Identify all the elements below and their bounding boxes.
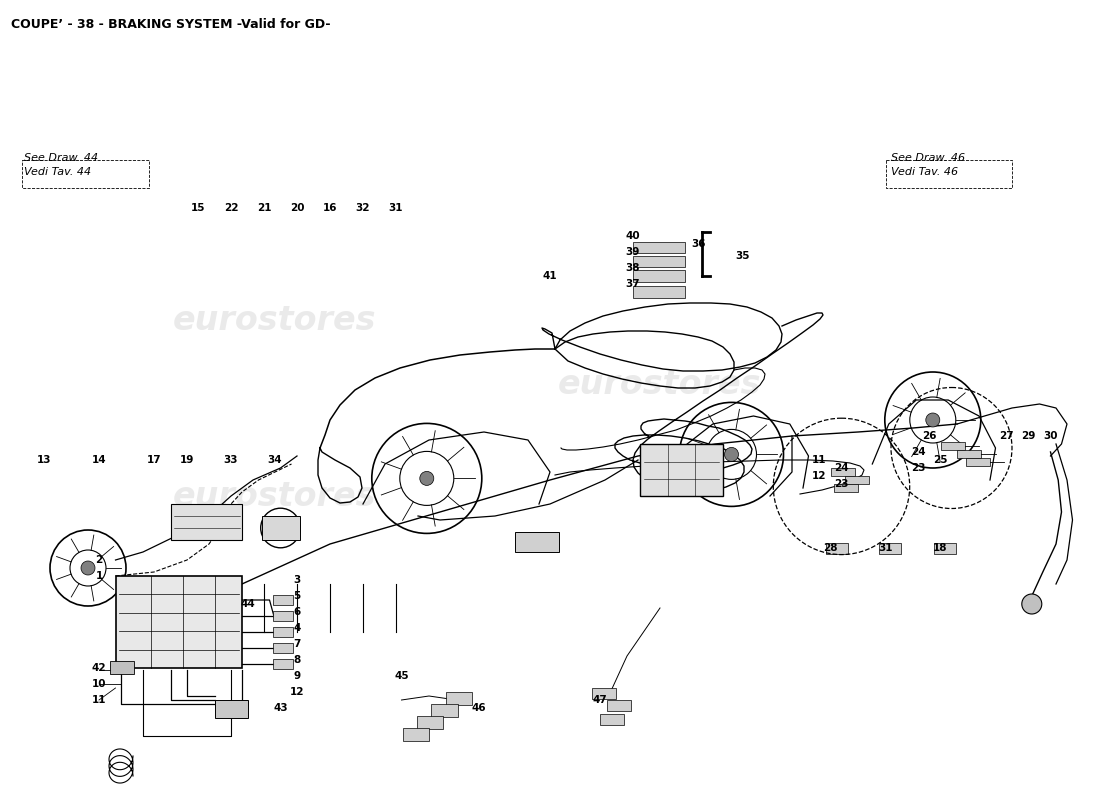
- Text: 35: 35: [735, 251, 750, 261]
- Text: 47: 47: [592, 695, 607, 705]
- Text: 39: 39: [625, 247, 640, 257]
- Bar: [403, 728, 429, 741]
- Bar: [262, 516, 300, 540]
- Text: 6: 6: [294, 607, 300, 617]
- Text: 46: 46: [471, 703, 486, 713]
- Text: COUPE’ - 38 - BRAKING SYSTEM -Valid for GD-: COUPE’ - 38 - BRAKING SYSTEM -Valid for …: [11, 18, 330, 31]
- Text: See Draw. 44: See Draw. 44: [24, 154, 98, 163]
- Bar: [273, 659, 293, 669]
- Bar: [845, 476, 869, 484]
- Text: 38: 38: [625, 263, 640, 273]
- Text: 22: 22: [223, 203, 239, 213]
- Text: 40: 40: [625, 231, 640, 241]
- Text: 12: 12: [289, 687, 305, 697]
- Text: 36: 36: [691, 239, 706, 249]
- Text: 37: 37: [625, 279, 640, 289]
- Text: 23: 23: [834, 479, 849, 489]
- Text: 28: 28: [823, 543, 838, 553]
- Text: 19: 19: [179, 455, 195, 465]
- Bar: [273, 627, 293, 637]
- Text: 2: 2: [96, 555, 102, 565]
- Text: 15: 15: [190, 203, 206, 213]
- Circle shape: [420, 471, 433, 486]
- Text: 29: 29: [1021, 431, 1036, 441]
- Circle shape: [725, 447, 738, 462]
- Bar: [515, 532, 559, 552]
- Text: 31: 31: [878, 543, 893, 553]
- Text: 8: 8: [294, 655, 300, 665]
- Text: 11: 11: [91, 695, 107, 705]
- Bar: [632, 256, 685, 267]
- Circle shape: [1022, 594, 1042, 614]
- Text: 43: 43: [273, 703, 288, 713]
- Text: eurostores: eurostores: [174, 479, 376, 513]
- Bar: [886, 160, 1012, 188]
- Text: 3: 3: [294, 575, 300, 585]
- Text: 11: 11: [812, 455, 827, 465]
- Text: 23: 23: [911, 463, 926, 473]
- Text: 10: 10: [91, 679, 107, 689]
- Bar: [116, 576, 242, 668]
- Bar: [830, 468, 855, 476]
- Text: 42: 42: [91, 663, 107, 673]
- Text: 44: 44: [240, 599, 255, 609]
- Text: 25: 25: [933, 455, 948, 465]
- Text: 9: 9: [294, 671, 300, 681]
- Bar: [966, 458, 990, 466]
- Text: 24: 24: [834, 463, 849, 473]
- Text: 16: 16: [322, 203, 338, 213]
- Text: 32: 32: [355, 203, 371, 213]
- Bar: [632, 242, 685, 253]
- Circle shape: [926, 413, 939, 427]
- Text: Vedi Tav. 44: Vedi Tav. 44: [24, 167, 91, 177]
- Bar: [273, 611, 293, 621]
- Bar: [22, 160, 148, 188]
- Text: 4: 4: [294, 623, 300, 633]
- Bar: [934, 543, 956, 554]
- Text: 41: 41: [542, 271, 558, 281]
- Text: 45: 45: [394, 671, 409, 681]
- Text: eurostores: eurostores: [558, 367, 761, 401]
- Text: 17: 17: [146, 455, 162, 465]
- Bar: [417, 716, 443, 729]
- Text: 30: 30: [1043, 431, 1058, 441]
- Text: 24: 24: [911, 447, 926, 457]
- Text: 14: 14: [91, 455, 107, 465]
- Bar: [632, 270, 685, 282]
- Circle shape: [81, 561, 95, 575]
- Text: 31: 31: [388, 203, 404, 213]
- Text: eurostores: eurostores: [174, 303, 376, 337]
- Text: 27: 27: [999, 431, 1014, 441]
- Text: 26: 26: [922, 431, 937, 441]
- Bar: [273, 595, 293, 605]
- Text: 5: 5: [294, 591, 300, 601]
- Text: 33: 33: [223, 455, 239, 465]
- Text: 18: 18: [933, 543, 948, 553]
- Text: 13: 13: [36, 455, 52, 465]
- Bar: [640, 444, 723, 496]
- Text: 21: 21: [256, 203, 272, 213]
- Bar: [834, 484, 858, 492]
- Bar: [431, 704, 458, 717]
- Bar: [273, 643, 293, 653]
- Bar: [879, 543, 901, 554]
- Text: 1: 1: [96, 571, 102, 581]
- Text: 7: 7: [294, 639, 300, 649]
- Bar: [826, 543, 848, 554]
- Bar: [632, 286, 685, 298]
- Bar: [592, 688, 616, 699]
- Bar: [170, 504, 242, 540]
- Bar: [607, 700, 631, 711]
- Bar: [957, 450, 981, 458]
- Text: 34: 34: [267, 455, 283, 465]
- Text: Vedi Tav. 46: Vedi Tav. 46: [891, 167, 958, 177]
- Bar: [110, 661, 134, 674]
- Text: 12: 12: [812, 471, 827, 481]
- Bar: [940, 442, 965, 450]
- Text: 20: 20: [289, 203, 305, 213]
- Bar: [600, 714, 624, 725]
- Bar: [214, 700, 248, 718]
- Text: See Draw. 46: See Draw. 46: [891, 154, 965, 163]
- Bar: [446, 692, 472, 705]
